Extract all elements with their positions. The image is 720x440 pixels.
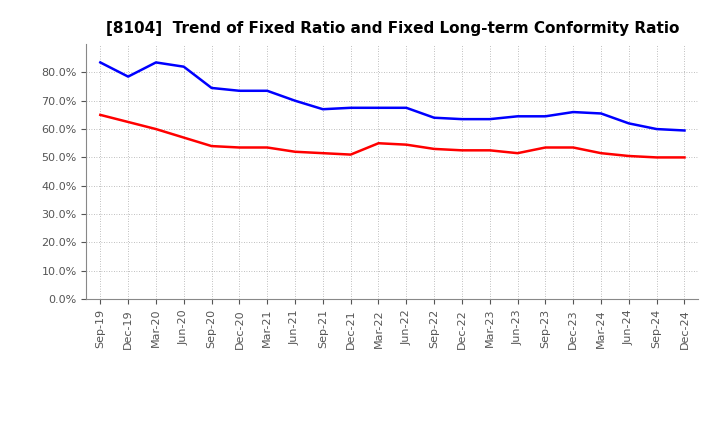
Fixed Long-term Conformity Ratio: [624, 154, 633, 159]
Fixed Ratio: [680, 128, 689, 133]
Fixed Ratio: [541, 114, 550, 119]
Fixed Long-term Conformity Ratio: [318, 150, 327, 156]
Fixed Long-term Conformity Ratio: [96, 112, 104, 117]
Fixed Long-term Conformity Ratio: [402, 142, 410, 147]
Title: [8104]  Trend of Fixed Ratio and Fixed Long-term Conformity Ratio: [8104] Trend of Fixed Ratio and Fixed Lo…: [106, 21, 679, 36]
Line: Fixed Long-term Conformity Ratio: Fixed Long-term Conformity Ratio: [100, 115, 685, 158]
Fixed Ratio: [402, 105, 410, 110]
Fixed Long-term Conformity Ratio: [235, 145, 243, 150]
Fixed Ratio: [96, 60, 104, 65]
Fixed Long-term Conformity Ratio: [124, 119, 132, 125]
Fixed Long-term Conformity Ratio: [485, 148, 494, 153]
Fixed Long-term Conformity Ratio: [374, 141, 383, 146]
Fixed Long-term Conformity Ratio: [291, 149, 300, 154]
Fixed Long-term Conformity Ratio: [263, 145, 271, 150]
Fixed Ratio: [152, 60, 161, 65]
Fixed Ratio: [291, 98, 300, 103]
Fixed Long-term Conformity Ratio: [179, 135, 188, 140]
Fixed Ratio: [652, 126, 661, 132]
Fixed Ratio: [624, 121, 633, 126]
Fixed Ratio: [179, 64, 188, 70]
Fixed Ratio: [458, 117, 467, 122]
Fixed Ratio: [513, 114, 522, 119]
Fixed Ratio: [485, 117, 494, 122]
Fixed Ratio: [263, 88, 271, 93]
Fixed Ratio: [374, 105, 383, 110]
Fixed Long-term Conformity Ratio: [458, 148, 467, 153]
Fixed Long-term Conformity Ratio: [652, 155, 661, 160]
Fixed Long-term Conformity Ratio: [680, 155, 689, 160]
Fixed Long-term Conformity Ratio: [513, 150, 522, 156]
Fixed Ratio: [597, 111, 606, 116]
Fixed Ratio: [235, 88, 243, 93]
Fixed Ratio: [207, 85, 216, 91]
Fixed Long-term Conformity Ratio: [597, 150, 606, 156]
Fixed Long-term Conformity Ratio: [152, 126, 161, 132]
Fixed Ratio: [569, 110, 577, 115]
Fixed Ratio: [318, 106, 327, 112]
Fixed Ratio: [430, 115, 438, 121]
Fixed Ratio: [124, 74, 132, 79]
Fixed Ratio: [346, 105, 355, 110]
Fixed Long-term Conformity Ratio: [346, 152, 355, 157]
Line: Fixed Ratio: Fixed Ratio: [100, 62, 685, 131]
Fixed Long-term Conformity Ratio: [569, 145, 577, 150]
Fixed Long-term Conformity Ratio: [207, 143, 216, 149]
Fixed Long-term Conformity Ratio: [541, 145, 550, 150]
Fixed Long-term Conformity Ratio: [430, 146, 438, 151]
